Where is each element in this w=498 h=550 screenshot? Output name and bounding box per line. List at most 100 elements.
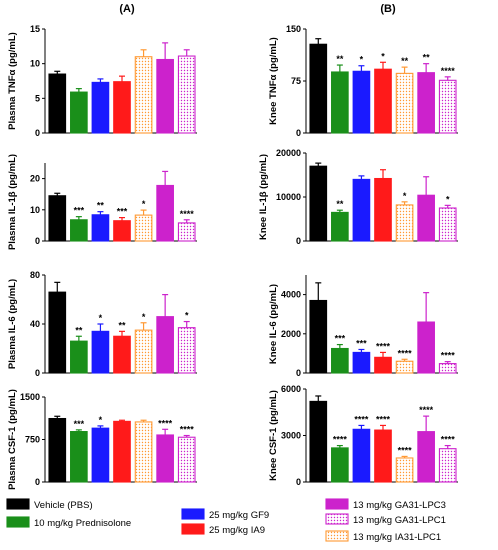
y-tick-label: 4000 [281,290,301,300]
y-tick-label: 10 [30,205,40,215]
significance-label: ** [118,320,126,330]
y-tick-label: 0 [296,128,301,138]
legend-label: 25 mg/kg GF9 [209,510,269,521]
chart-0: 0 5 10 15 Plasma TNFα (pg/mL) [7,24,197,138]
bar-vehicle [309,43,328,134]
charts-layer: 0 5 10 15 Plasma TNFα (pg/mL) 0 10 20 Plasma IL-… [7,24,458,490]
legend-swatch [325,498,349,510]
significance-label: * [99,313,103,323]
bar-vehicle [309,165,328,242]
y-axis-label: Knee TNFα (pg/mL) [268,37,279,125]
legend-label: 13 mg/kg GA31-LPC1 [353,515,446,526]
bar-ia31_lpc1 [395,360,414,374]
significance-label: **** [333,435,348,445]
bar-ga31_lpc3 [417,321,435,374]
bar-ia31_lpc1 [134,56,153,134]
significance-label: **** [180,209,195,219]
bar-ia31_lpc1 [134,329,153,374]
significance-label: * [381,51,385,61]
panel-label-b: (B) [380,3,396,15]
y-tick-label: 0 [35,236,40,246]
legend-swatch [181,508,205,520]
bar-ia9 [374,356,392,374]
bar-ia9 [113,335,131,374]
bar-ia9 [374,429,392,483]
y-axis-label: Knee IL-6 (pg/mL) [268,284,279,364]
bar-vehicle [309,400,328,483]
bar-ga31_lpc1 [438,363,457,374]
y-tick-label: 40 [30,319,40,329]
significance-label: **** [158,418,173,428]
y-tick-label: 0 [35,477,40,487]
y-tick-label: 750 [25,435,40,445]
y-tick-label: 0 [296,477,301,487]
legend-item-ga31_lpc3: 13 mg/kg GA31-LPC3 [325,498,446,511]
legend-label: 13 mg/kg GA31-LPC3 [353,500,446,511]
y-tick-label: 20000 [276,148,301,158]
bar-vehicle [48,195,67,242]
y-tick-label: 80 [30,270,40,280]
significance-label: *** [356,338,367,348]
y-tick-label: 0 [296,368,301,378]
legend-swatch [325,530,349,542]
bar-gf9 [91,81,110,134]
significance-label: *** [74,419,85,429]
y-tick-label: 15 [30,24,40,34]
bar-gf9 [352,178,371,242]
legend-swatch [6,516,30,528]
bar-vehicle [48,73,67,134]
y-tick-label: 2000 [281,329,301,339]
legend-item-pred: 10 mg/kg Prednisolone [6,516,131,529]
bar-pred [331,447,349,483]
bar-ga31_lpc3 [156,316,174,374]
bar-gf9 [91,330,110,374]
bar-ga31_lpc1 [438,207,457,242]
bar-ga31_lpc3 [417,72,435,134]
legend-label: 10 mg/kg Prednisolone [34,518,131,529]
significance-label: ** [423,53,431,63]
bar-pred [70,91,88,134]
y-tick-label: 0 [35,368,40,378]
y-tick-label: 20 [30,174,40,184]
significance-label: **** [376,341,391,351]
legend-item-gf9: 25 mg/kg GF9 [181,508,269,521]
significance-label: **** [441,351,456,361]
significance-label: *** [74,206,85,216]
bar-ga31_lpc1 [438,79,457,134]
y-tick-label: 0 [35,128,40,138]
significance-label: **** [354,414,369,424]
bar-ga31_lpc3 [156,434,174,483]
bar-pred [331,347,349,374]
significance-label: * [360,55,364,65]
significance-label: * [142,199,146,209]
legend-item-ia9: 25 mg/kg IA9 [181,523,265,536]
significance-label: * [185,311,189,321]
bar-pred [70,219,88,242]
bar-ia9 [374,177,392,242]
significance-label: **** [441,435,456,445]
significance-label: **** [180,425,195,435]
bar-ga31_lpc3 [417,431,435,483]
significance-label: * [446,194,450,204]
bar-pred [331,211,349,242]
bar-ia31_lpc1 [395,204,414,242]
y-tick-label: 1500 [20,392,40,402]
bar-pred [331,71,349,134]
significance-label: ** [336,199,344,209]
y-axis-label: Knee CSF-1 (pg/mL) [268,390,279,481]
bar-gf9 [352,70,371,134]
bar-pred [70,431,88,483]
legend-swatch [325,513,349,525]
legend-item-ia31_lpc1: 13 mg/kg IA31-LPC1 [325,530,441,543]
bar-ga31_lpc1 [438,448,457,483]
bar-gf9 [91,427,110,483]
legend-swatch [6,498,30,510]
y-tick-label: 150 [286,24,301,34]
significance-label: **** [398,445,413,455]
bar-ia31_lpc1 [134,421,153,483]
bar-ia31_lpc1 [395,457,414,483]
bar-ia31_lpc1 [395,72,414,134]
